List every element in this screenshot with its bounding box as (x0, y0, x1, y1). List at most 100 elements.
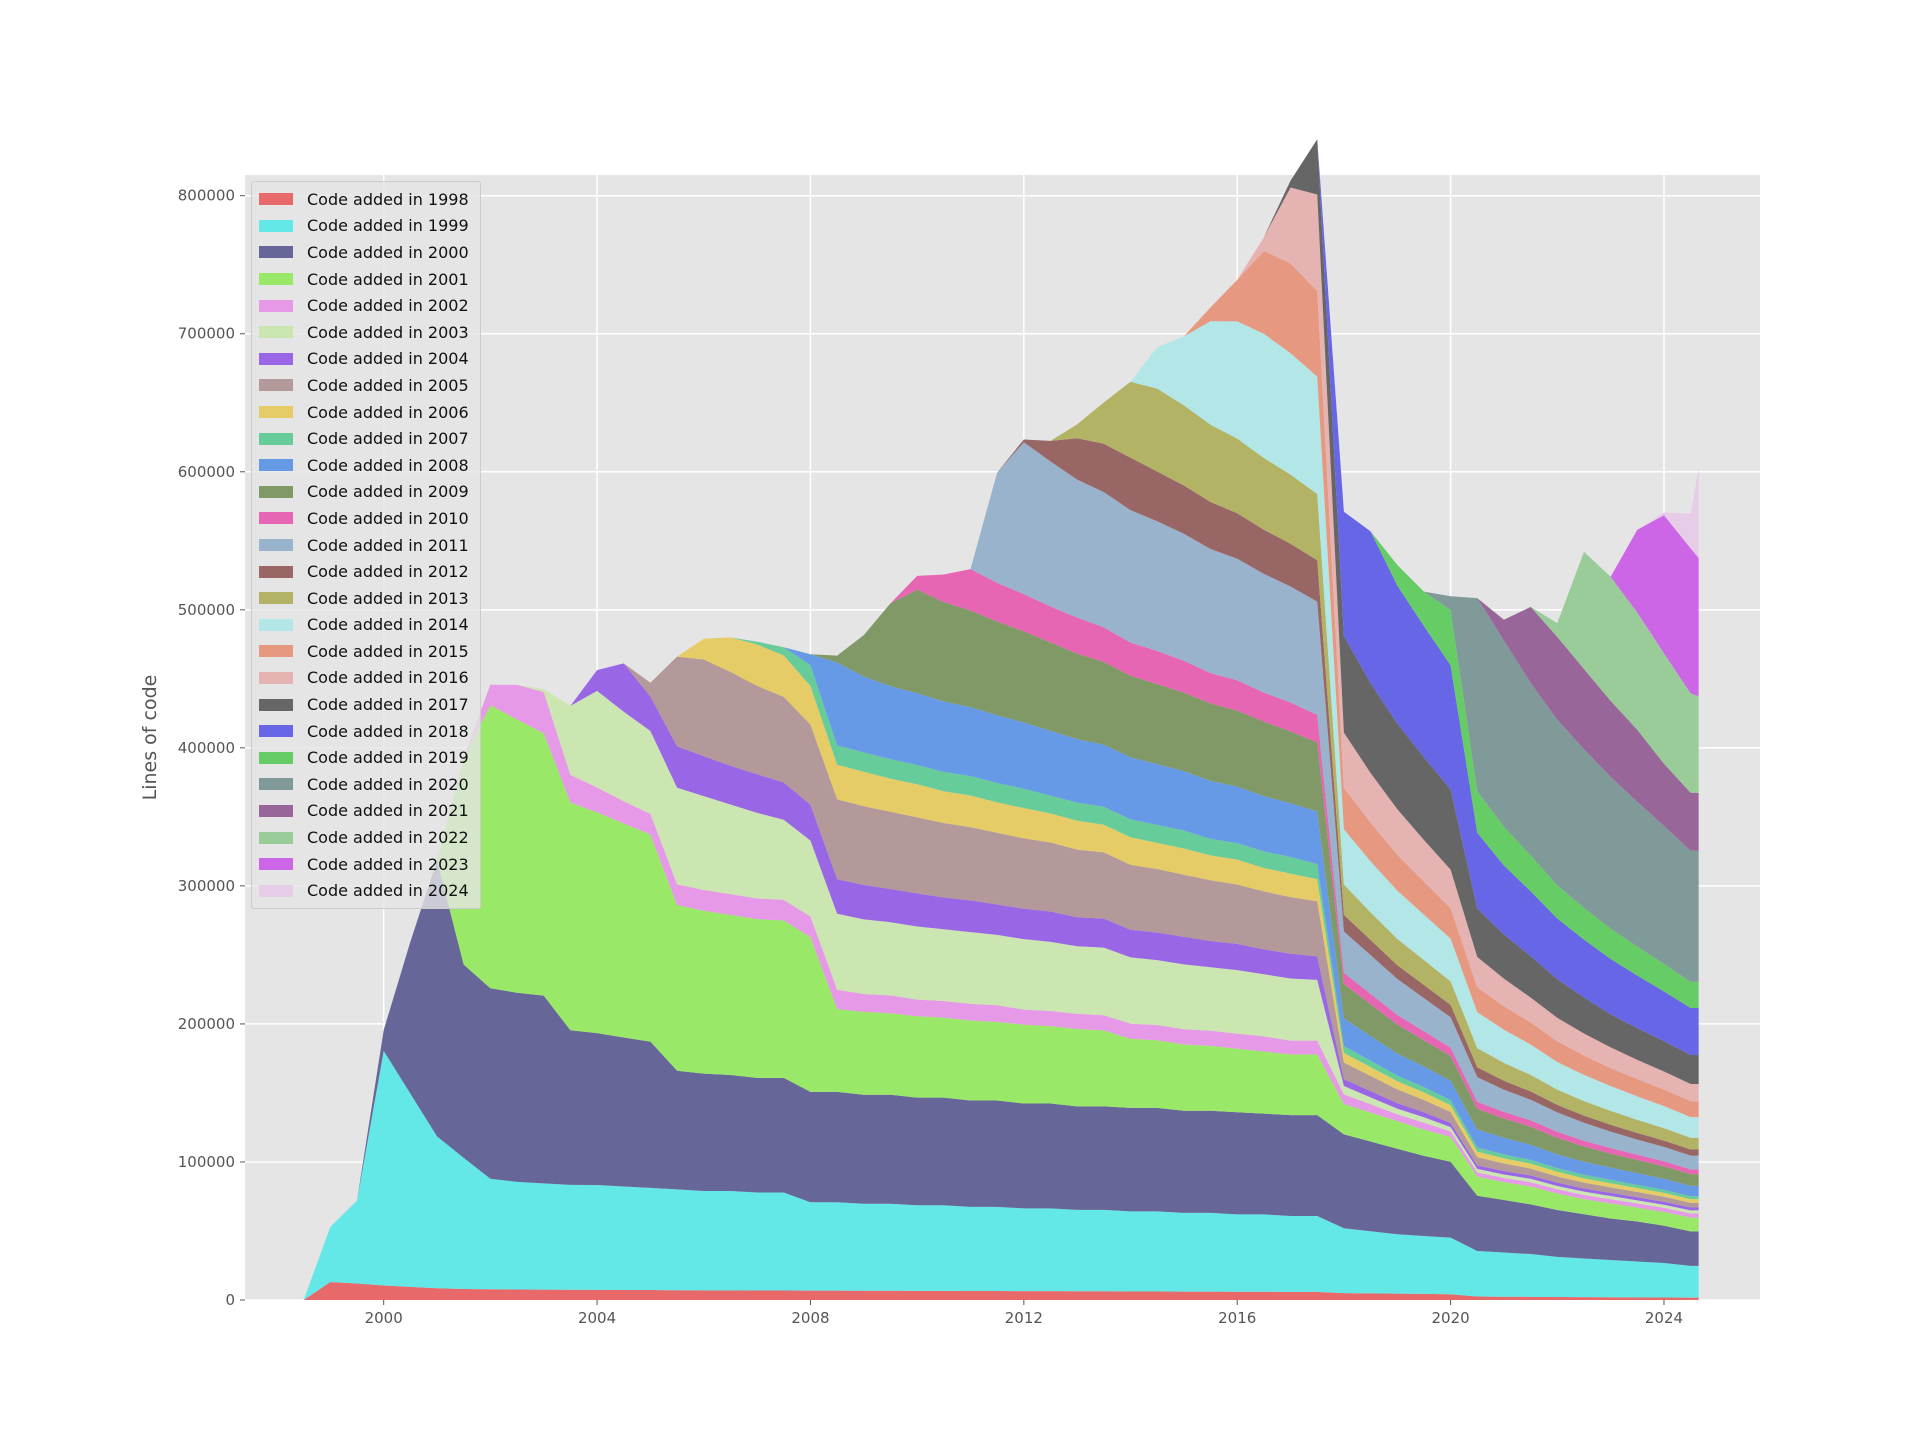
legend-swatch (259, 698, 293, 711)
legend-item: Code added in 2016 (252, 665, 480, 692)
area-series-4 (303, 684, 1699, 1300)
legend-label: Code added in 1999 (307, 216, 469, 236)
legend-item: Code added in 2010 (252, 505, 480, 532)
legend-swatch (259, 379, 293, 392)
legend-swatch (259, 512, 293, 525)
legend-swatch (259, 804, 293, 817)
area-series-5 (303, 684, 1699, 1300)
legend-swatch (259, 592, 293, 605)
legend-item: Code added in 2020 (252, 771, 480, 798)
legend-label: Code added in 1998 (307, 189, 469, 209)
legend-label: Code added in 2006 (307, 402, 469, 422)
legend-label: Code added in 2016 (307, 668, 469, 688)
y-tick-label: 100000 (178, 1153, 235, 1171)
legend-item: Code added in 2024 (252, 877, 480, 904)
x-tick-label: 2008 (791, 1309, 829, 1327)
legend-label: Code added in 2003 (307, 322, 469, 342)
legend-label: Code added in 2005 (307, 375, 469, 395)
legend-item: Code added in 2002 (252, 292, 480, 319)
legend-item: Code added in 2008 (252, 452, 480, 479)
legend-swatch (259, 193, 293, 206)
legend-item: Code added in 2011 (252, 532, 480, 559)
legend-swatch (259, 219, 293, 232)
legend-swatch (259, 539, 293, 552)
legend-item: Code added in 2009 (252, 479, 480, 506)
legend-swatch (259, 618, 293, 631)
legend-label: Code added in 2009 (307, 482, 469, 502)
area-series-3 (303, 705, 1699, 1300)
x-tick-label: 2004 (578, 1309, 616, 1327)
x-tick-label: 2000 (365, 1309, 403, 1327)
legend-label: Code added in 2012 (307, 562, 469, 582)
legend-label: Code added in 2019 (307, 748, 469, 768)
legend-swatch (259, 671, 293, 684)
area-series-0 (303, 1282, 1699, 1300)
legend-item: Code added in 2022 (252, 824, 480, 851)
legend-item: Code added in 2023 (252, 851, 480, 878)
legend-label: Code added in 2022 (307, 828, 469, 848)
y-axis-label: Lines of code (139, 675, 161, 801)
x-tick-label: 2020 (1432, 1309, 1470, 1327)
x-tick-label: 2016 (1218, 1309, 1256, 1327)
legend-swatch (259, 645, 293, 658)
legend-swatch (259, 485, 293, 498)
legend-swatch (259, 246, 293, 259)
y-tick-label: 800000 (178, 187, 235, 205)
legend-label: Code added in 2021 (307, 801, 469, 821)
legend-item: Code added in 2015 (252, 638, 480, 665)
legend-label: Code added in 2014 (307, 615, 469, 635)
area-series-1 (303, 1050, 1699, 1300)
legend-item: Code added in 1998 (252, 186, 480, 213)
legend-item: Code added in 2019 (252, 744, 480, 771)
legend-label: Code added in 2017 (307, 695, 469, 715)
stacked-areas (303, 139, 1699, 1300)
y-tick-label: 300000 (178, 877, 235, 895)
legend-item: Code added in 2017 (252, 691, 480, 718)
legend-item: Code added in 2004 (252, 346, 480, 373)
legend-item: Code added in 2021 (252, 798, 480, 825)
legend-label: Code added in 2010 (307, 508, 469, 528)
legend-item: Code added in 2018 (252, 718, 480, 745)
legend-swatch (259, 326, 293, 339)
legend-item: Code added in 2013 (252, 585, 480, 612)
y-tick-label: 500000 (178, 601, 235, 619)
legend-label: Code added in 2002 (307, 296, 469, 316)
legend-item: Code added in 2014 (252, 612, 480, 639)
legend-item: Code added in 2012 (252, 558, 480, 585)
legend-label: Code added in 2013 (307, 588, 469, 608)
legend-label: Code added in 2011 (307, 535, 469, 555)
legend-swatch (259, 406, 293, 419)
legend-swatch (259, 352, 293, 365)
area-series-2 (303, 860, 1699, 1300)
legend-label: Code added in 2007 (307, 429, 469, 449)
legend-swatch (259, 432, 293, 445)
legend-swatch (259, 778, 293, 791)
legend-item: Code added in 2000 (252, 239, 480, 266)
legend-swatch (259, 884, 293, 897)
legend-swatch (259, 751, 293, 764)
legend-label: Code added in 2023 (307, 854, 469, 874)
legend-swatch (259, 858, 293, 871)
y-tick-label: 700000 (178, 325, 235, 343)
legend-item: Code added in 2006 (252, 399, 480, 426)
x-axis-ticks: 2000 2004 2008 2012 2016 2020 2024 (365, 1300, 1683, 1327)
legend: Code added in 1998 Code added in 1999 Code… (251, 181, 481, 910)
legend-swatch (259, 725, 293, 738)
legend-label: Code added in 2008 (307, 455, 469, 475)
legend-label: Code added in 2001 (307, 269, 469, 289)
y-tick-label: 0 (225, 1291, 235, 1309)
y-tick-label: 400000 (178, 739, 235, 757)
legend-swatch (259, 565, 293, 578)
legend-swatch (259, 459, 293, 472)
legend-label: Code added in 2015 (307, 641, 469, 661)
legend-label: Code added in 2004 (307, 349, 469, 369)
legend-swatch (259, 299, 293, 312)
legend-label: Code added in 2020 (307, 774, 469, 794)
y-axis-ticks: 0 100000 200000 300000 400000 500000 600000 700… (178, 187, 245, 1309)
legend-label: Code added in 2024 (307, 881, 469, 901)
area-series-20 (303, 139, 1699, 1300)
area-series-10 (303, 637, 1699, 1300)
legend-item: Code added in 2005 (252, 372, 480, 399)
legend-label: Code added in 2018 (307, 721, 469, 741)
